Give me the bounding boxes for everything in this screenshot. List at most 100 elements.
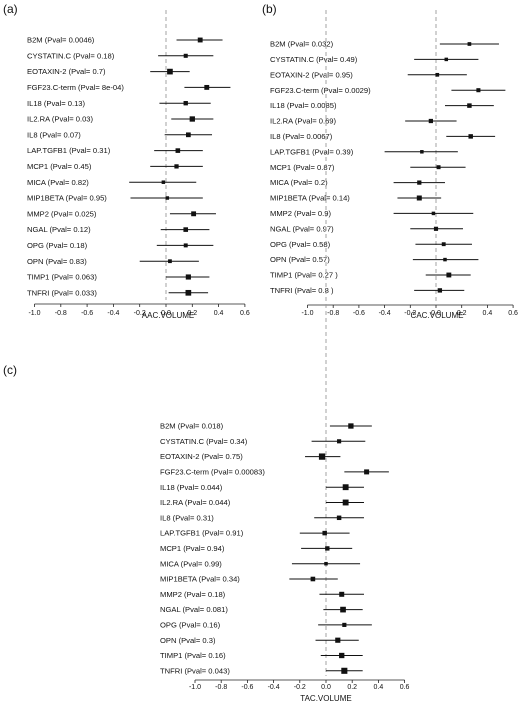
panel-b-point-marker: [433, 226, 439, 231]
panel-c-point-marker: [310, 576, 316, 582]
panel-c-point-marker: [339, 652, 345, 659]
panel-a-x-tick-label: 0.2: [187, 310, 197, 317]
panel-b-x-tick-label: 0.0: [431, 310, 441, 317]
panel-c-row-label: TIMP1 (Pval= 0.16): [160, 651, 226, 660]
panel-c-row-label: NGAL (Pval= 0.081): [160, 605, 228, 614]
panel-a-row-label: CYSTATIN.C (Pval= 0.18): [27, 51, 115, 60]
panel-b-row-label: MCP1 (Pval= 0.87): [270, 163, 335, 172]
panel-b-x-tick-label: -1.0: [301, 310, 313, 317]
panel-c-point-marker: [335, 637, 341, 643]
panel-a-row-label: MMP2 (Pval= 0.025): [27, 209, 97, 218]
panel-b-row-label: EOTAXIN-2 (Pval= 0.95): [270, 70, 353, 79]
panel-b-point-marker: [420, 150, 424, 154]
panel-a-row-label: LAP.TGFB1 (Pval= 0.31): [27, 146, 111, 155]
panel-b-point-marker: [468, 134, 473, 139]
panel-c-row-label: MICA (Pval= 0.99): [160, 559, 222, 568]
panel-c-x-tick-label: 0.2: [347, 684, 357, 691]
panel-a-row-label: MICA (Pval= 0.82): [27, 178, 89, 187]
panel-b: (b) CAC.VOLUME -1.0 -0.8 -0.6 -0.4 -0.2 0.0 0.…: [262, 2, 518, 320]
panel-b-x-tick-label: -0.2: [404, 310, 416, 317]
panel-c-row-label: OPG (Pval= 0.16): [160, 621, 221, 630]
panel-b-row-label: MICA (Pval= 0.2): [270, 178, 328, 187]
panel-b-row-label: IL18 (Pval= 0.0085): [270, 101, 337, 110]
panel-b-row-label: LAP.TGFB1 (Pval= 0.39): [270, 147, 354, 156]
panel-b-point-marker: [416, 195, 422, 201]
panel-a-label: (a): [3, 2, 18, 16]
panel-b-point-marker: [443, 257, 447, 262]
panel-b-x-tick-label: -0.4: [379, 310, 391, 317]
panel-c-point-marker: [318, 453, 326, 460]
panel-c-row-label: IL8 (Pval= 0.31): [160, 513, 214, 522]
panel-b-point-marker: [444, 57, 449, 62]
panel-a-point-marker: [183, 53, 188, 58]
panel-a-x-tick-label: 0.4: [214, 310, 224, 317]
panel-b-point-marker: [435, 72, 440, 77]
panel-a-point-marker: [185, 289, 192, 296]
panel-c-x-tick-label: -0.2: [294, 684, 306, 691]
panel-b-x-tick-label: -0.8: [327, 310, 339, 317]
panel-c-row-label: MIP1BETA (Pval= 0.34): [160, 575, 240, 584]
panel-c-row-label: EOTAXIN-2 (Pval= 0.75): [160, 452, 243, 461]
panel-a-row-label: FGF23.C-term (Pval= 8e-04): [27, 83, 124, 92]
panel-a-row-label: TIMP1 (Pval= 0.063): [27, 273, 97, 282]
panel-a-point-marker: [185, 274, 191, 280]
panel-b-point-marker: [441, 242, 446, 247]
panel-b-row-label: MMP2 (Pval= 0.9): [270, 209, 331, 218]
panel-c-point-marker: [342, 499, 349, 506]
panel-a-row-label: TNFRI (Pval= 0.033): [27, 288, 97, 297]
panel-a-point-marker: [161, 180, 166, 184]
panel-c-point-marker: [325, 546, 330, 551]
panel-c: (c) TAC.VOLUME -1.0 -0.8 -0.6 -0.4 -0.2 0.0 0.…: [3, 10, 410, 703]
panel-a-x-tick-label: -0.2: [134, 310, 146, 317]
panel-b-x-tick-label: 0.4: [483, 310, 493, 317]
panel-c-point-marker: [339, 591, 345, 597]
panel-b-point-marker: [436, 165, 441, 170]
panel-a-x-tick-label: -1.0: [28, 310, 40, 317]
panel-a-row-label: NGAL (Pval= 0.12): [27, 225, 91, 234]
panel-a-row-label: IL2.RA (Pval= 0.03): [27, 115, 94, 124]
panel-a-x-tick-label: 0.6: [240, 310, 250, 317]
panel-a-point-marker: [167, 68, 173, 75]
panel-a-row-label: IL8 (Pval= 0.07): [27, 130, 81, 139]
panel-b-label: (b): [262, 2, 277, 16]
panel-b-x-tick-label: -0.6: [353, 310, 365, 317]
panel-b-row-label: B2M (Pval= 0.032): [270, 40, 334, 49]
panel-b-point-marker: [446, 272, 452, 278]
panel-b-row-label: FGF23.C-term (Pval= 0.0029): [270, 86, 371, 95]
panel-a-point-marker: [175, 148, 181, 153]
panel-a-x-axis-title: AAC.VOLUME: [142, 311, 194, 320]
panel-a-point-marker: [191, 211, 197, 217]
panel-a-point-marker: [189, 116, 195, 122]
panel-b-x-axis-title: CAC.VOLUME: [411, 311, 464, 320]
panel-b-row-label: OPG (Pval= 0.58): [270, 240, 331, 249]
panel-a-point-marker: [185, 132, 191, 138]
panel-c-point-marker: [337, 439, 342, 444]
panel-c-point-marker: [340, 606, 346, 613]
panel-b-row-label: TNFRI (Pval= 0.8 ): [270, 286, 334, 295]
panel-c-x-tick-label: 0.0: [321, 684, 331, 691]
panel-a-point-marker: [174, 164, 179, 169]
panel-a-point-marker: [168, 259, 172, 264]
panel-c-row-label: TNFRI (Pval= 0.043): [160, 666, 230, 675]
panel-c-x-tick-label: -0.6: [241, 684, 253, 691]
panel-a-point-marker: [197, 37, 203, 43]
panel-b-point-marker: [476, 88, 481, 93]
panel-a-point-marker: [204, 84, 210, 90]
panel-c-x-axis-title: TAC.VOLUME: [300, 694, 351, 703]
panel-c-x-tick-label: -1.0: [189, 684, 201, 691]
panel-c-x-tick-label: -0.4: [268, 684, 280, 691]
panel-c-point-marker: [342, 622, 347, 627]
panel-c-point-marker: [364, 469, 370, 475]
panel-c-point-marker: [324, 561, 328, 566]
panel-a-row-label: EOTAXIN-2 (Pval= 0.7): [27, 67, 106, 76]
panel-b-row-label: IL2.RA (Pval= 0.69): [270, 117, 337, 126]
panel-a-row-label: B2M (Pval= 0.0046): [27, 36, 95, 45]
panel-b-point-marker: [417, 180, 422, 185]
panel-b-row-label: IL8 (Pval= 0.0067): [270, 132, 333, 141]
panel-b-point-marker: [467, 42, 472, 46]
panel-b-row-label: CYSTATIN.C (Pval= 0.49): [270, 55, 358, 64]
panel-c-point-marker: [348, 423, 354, 429]
panel-b-point-marker: [467, 103, 472, 108]
